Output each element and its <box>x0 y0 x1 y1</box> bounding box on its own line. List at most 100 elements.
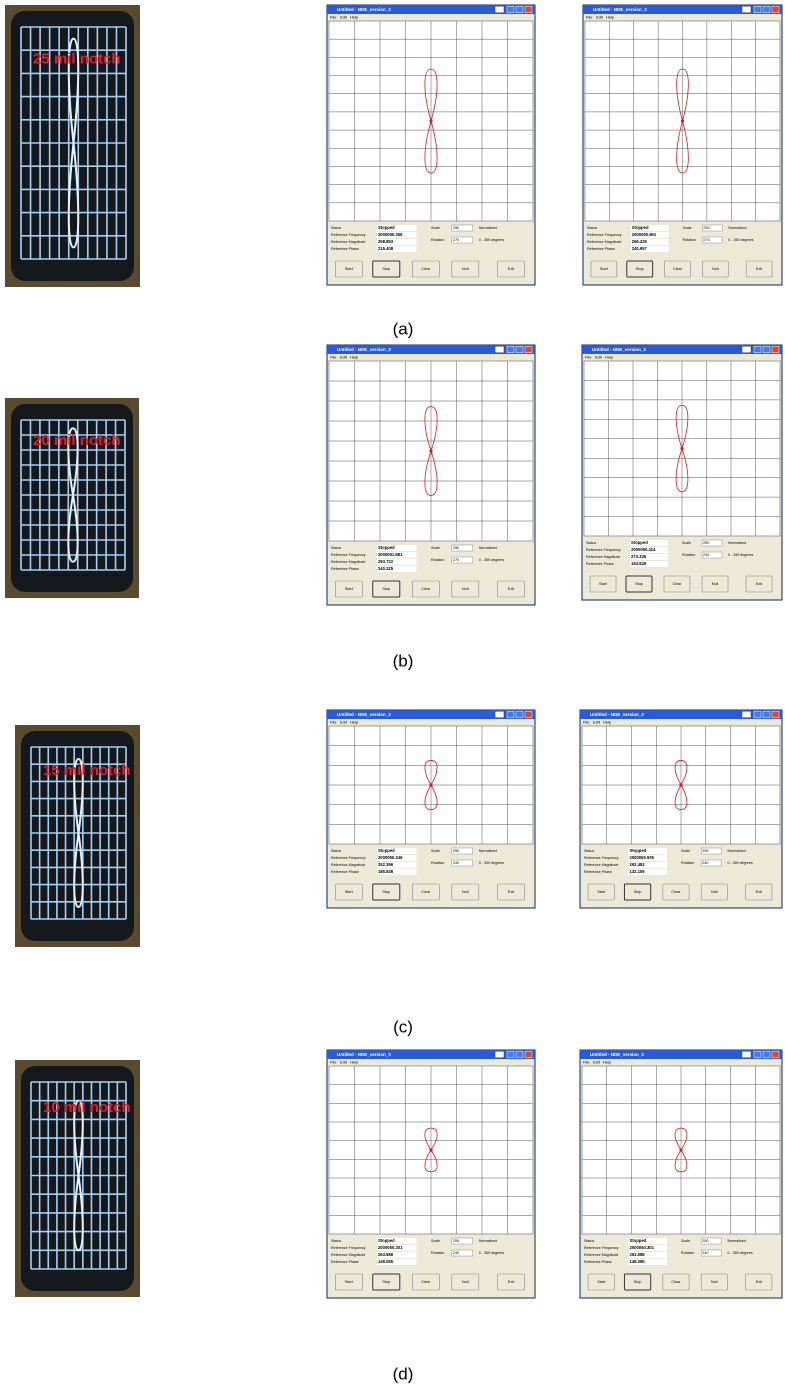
window-control <box>516 6 523 13</box>
caption: (c) <box>393 1017 413 1036</box>
field-label: Reference Phase <box>331 870 359 874</box>
window-control <box>525 711 532 718</box>
button-label: Clear <box>421 890 431 894</box>
button-label: Clear <box>421 267 431 271</box>
spin-value: 250 <box>703 226 709 230</box>
field-label: Reference Magnitude <box>331 240 365 244</box>
field-value: 148.085 <box>629 1259 645 1264</box>
button-label: Null <box>462 587 469 591</box>
field-label: Scale <box>681 849 690 853</box>
button-label: Clear <box>671 890 681 894</box>
oscilloscope-photo: 20 mil notch <box>5 398 139 598</box>
notch-label: 15 mil notch <box>43 762 131 779</box>
window-control <box>495 6 504 13</box>
button-label: Exit <box>508 890 515 894</box>
menu-item: Edit <box>593 1060 601 1065</box>
field-label: Reference Magnitude <box>331 863 365 867</box>
window-title: Untitled - NDE_version_3 <box>337 1052 391 1057</box>
menu-item: File <box>330 1060 337 1065</box>
field-note: Normalized <box>727 1239 745 1243</box>
menu-item: Help <box>605 355 614 360</box>
field-label: Reference Phase <box>584 870 612 874</box>
field-label: Reference Phase <box>331 567 359 571</box>
spin-value: 240 <box>702 861 708 865</box>
field-label: Reference Magnitude <box>331 560 365 564</box>
window-control <box>772 1051 779 1058</box>
button-label: Null <box>462 890 469 894</box>
menu-item: Help <box>350 15 359 20</box>
field-label: Reference Frequency <box>587 233 622 237</box>
null-point <box>429 783 432 786</box>
window-title: Untitled - NDE_version_3 <box>337 712 391 717</box>
spin-value: 250 <box>703 541 709 545</box>
field-value: 240.957 <box>632 246 648 251</box>
caption: (b) <box>393 651 414 670</box>
button-label: Stop <box>382 267 390 271</box>
field-label: Reference Frequency <box>584 856 619 860</box>
window-control <box>754 6 761 13</box>
spin-value: 240 <box>703 553 709 557</box>
notch-label: 20 mil notch <box>33 432 121 449</box>
menu-item: Edit <box>596 15 604 20</box>
spin-value: 250 <box>702 849 708 853</box>
menu-item: Edit <box>340 720 348 725</box>
button-label: Stop <box>382 1280 390 1284</box>
field-note: 0 - 359 degrees <box>479 861 504 865</box>
button-label: Null <box>711 1280 718 1284</box>
menu-item: Edit <box>593 720 601 725</box>
field-label: Rotation <box>431 558 444 562</box>
field-value: 132.105 <box>629 869 645 874</box>
field-label: Reference Phase <box>587 247 615 251</box>
menu-item: Help <box>350 355 359 360</box>
field-value: 252.396 <box>378 862 394 867</box>
button-label: Exit <box>756 267 763 271</box>
window-control <box>742 1051 751 1058</box>
field-note: 0 - 359 degrees <box>727 861 752 865</box>
field-value: Stopped <box>378 1238 395 1243</box>
button-label: Start <box>599 582 608 586</box>
field-value: 240.325 <box>378 566 394 571</box>
field-value: Stopped <box>631 540 648 545</box>
field-note: 0 - 359 degrees <box>727 1251 752 1255</box>
window-control <box>495 346 504 353</box>
field-value: 2000050.961 <box>632 232 657 237</box>
field-note: Normalized <box>728 541 746 545</box>
button-label: Exit <box>756 582 763 586</box>
field-note: 0 - 359 degrees <box>479 1251 504 1255</box>
window-control <box>754 1051 761 1058</box>
spin-value: 250 <box>453 546 459 550</box>
spin-value: 240 <box>453 861 459 865</box>
field-label: Reference Frequency <box>584 1246 619 1250</box>
field-note: Normalized <box>727 849 745 853</box>
null-point <box>429 449 432 452</box>
field-label: Status <box>331 849 341 853</box>
menu-item: File <box>330 15 337 20</box>
notch-label: 25 mil notch <box>33 50 121 67</box>
field-value: 148.085 <box>378 1259 394 1264</box>
field-label: Scale <box>431 546 440 550</box>
field-note: 0 - 359 degrees <box>728 238 753 242</box>
window-control <box>495 1051 504 1058</box>
field-label: Reference Magnitude <box>586 555 620 559</box>
button-label: Exit <box>756 890 763 894</box>
field-label: Rotation <box>431 238 444 242</box>
spin-value: 240 <box>702 1251 708 1255</box>
app-window: Untitled - NDE_version_3FileEditHelpStat… <box>583 5 782 285</box>
window-control <box>525 6 532 13</box>
menu-item: Help <box>606 15 615 20</box>
null-point <box>429 119 432 122</box>
field-value: 2000050.346 <box>378 855 403 860</box>
caption: (d) <box>393 1364 414 1383</box>
field-label: Reference Phase <box>584 1260 612 1264</box>
menu-item: Help <box>603 720 612 725</box>
field-value: 215.408 <box>378 246 394 251</box>
field-note: 0 - 359 degrees <box>479 238 504 242</box>
notch-label: 10 mil notch <box>43 1099 131 1116</box>
button-label: Exit <box>508 267 515 271</box>
null-point <box>679 783 682 786</box>
button-label: Null <box>462 1280 469 1284</box>
button-label: Null <box>712 582 719 586</box>
window-control <box>516 711 523 718</box>
button-label: Null <box>712 267 719 271</box>
field-value: 263.688 <box>629 1252 645 1257</box>
